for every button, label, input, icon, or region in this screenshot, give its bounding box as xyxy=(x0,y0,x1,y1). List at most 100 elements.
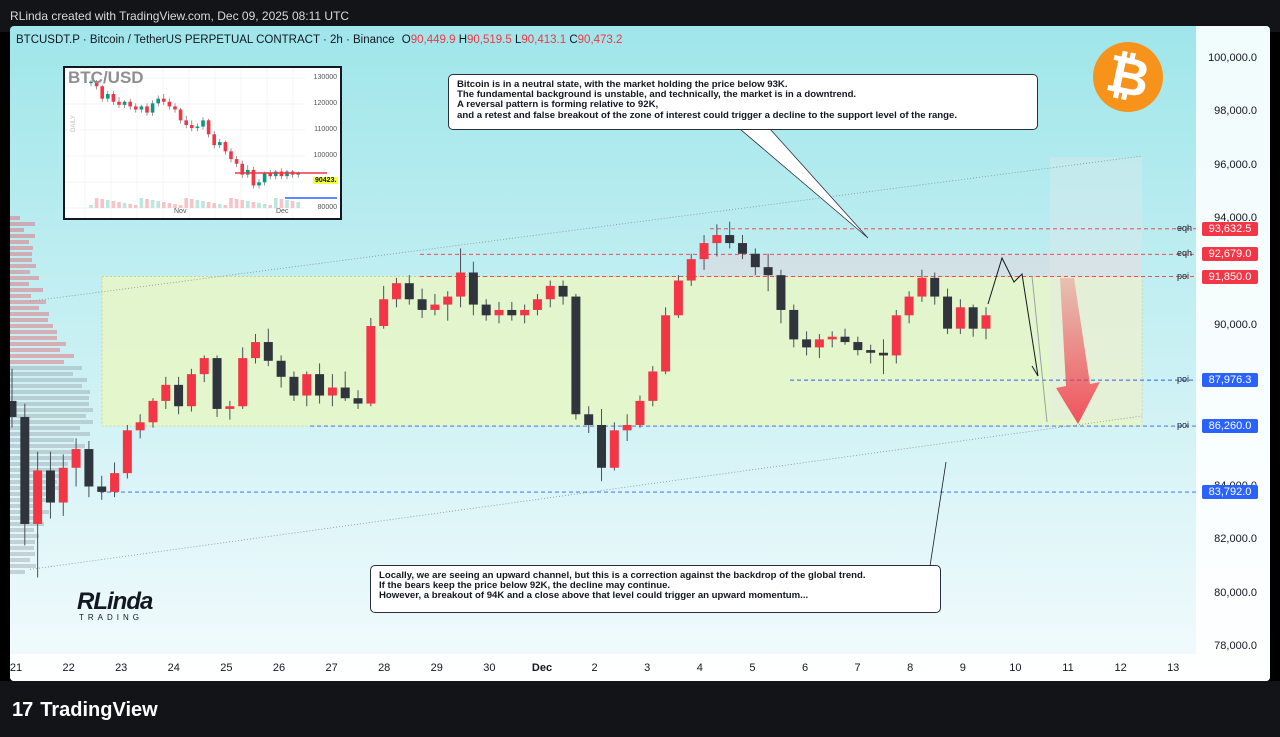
volume-profile-bar xyxy=(10,342,66,346)
candle-body xyxy=(840,336,850,343)
inset-volume-bar xyxy=(285,200,289,208)
candle-body xyxy=(571,296,581,415)
candle-body xyxy=(251,342,260,359)
y-axis-tick: 96,000.0 xyxy=(1214,158,1257,171)
inset-volume-bar xyxy=(100,199,104,208)
inset-volume-bar xyxy=(279,199,284,208)
channel-upper-line xyxy=(29,155,1143,302)
open-label: O xyxy=(401,34,411,46)
x-axis-tick: Dec xyxy=(531,662,553,674)
time-axis-bg xyxy=(10,654,1196,681)
tradingview-logo: 17 TradingView xyxy=(12,697,158,723)
high-label: H xyxy=(458,34,467,46)
volume-profile-bar xyxy=(10,258,32,262)
x-axis-tick: 26 xyxy=(272,662,286,674)
candle-body xyxy=(430,304,440,310)
x-axis-tick: 3 xyxy=(644,662,651,674)
level-price-label: 93,632.5 xyxy=(1202,221,1258,236)
volume-profile-bar xyxy=(10,426,80,430)
candle-body xyxy=(379,299,389,326)
candle-body xyxy=(225,406,235,409)
candle-body xyxy=(955,307,965,329)
inset-candle-body xyxy=(212,134,216,146)
candle xyxy=(878,339,888,375)
x-axis-tick: 21 xyxy=(10,662,23,674)
volume-profile-bar xyxy=(10,336,57,340)
candle xyxy=(558,280,568,305)
volume-profile-bar xyxy=(10,372,73,376)
candle xyxy=(417,288,427,318)
volume-profile-bar xyxy=(10,216,20,220)
candle xyxy=(840,328,850,345)
volume-profile-bar xyxy=(10,468,67,472)
candle xyxy=(584,406,594,433)
candle-body xyxy=(212,358,222,409)
candle xyxy=(430,293,440,316)
volume-profile-bar xyxy=(10,366,82,370)
inset-ytick: 80000 xyxy=(317,204,337,211)
inset-candle-body xyxy=(145,106,149,113)
candle-body xyxy=(327,387,337,396)
x-axis-tick: 5 xyxy=(749,662,756,674)
candle-body xyxy=(391,283,401,300)
candle-body xyxy=(532,299,542,310)
candle-body xyxy=(635,400,645,425)
volume-profile-bar xyxy=(10,348,60,352)
candle-body xyxy=(161,384,171,401)
volume-profile-bar xyxy=(10,540,35,544)
volume-profile-bar xyxy=(10,432,90,436)
inset-candle-body xyxy=(94,81,99,87)
inset-volume-bar xyxy=(234,199,239,208)
x-axis-tick: 10 xyxy=(1009,662,1022,674)
candle xyxy=(315,363,325,404)
tradingview-mark-icon: 17 xyxy=(12,698,33,721)
candle-body xyxy=(725,235,735,244)
candle-body xyxy=(609,430,619,468)
candle xyxy=(289,371,299,401)
candle-body xyxy=(263,342,273,361)
candle xyxy=(122,424,132,479)
candle xyxy=(443,291,453,321)
candle-body xyxy=(686,259,696,281)
inset-volume-bar xyxy=(201,201,205,208)
inset-candle-body xyxy=(279,171,284,177)
candle xyxy=(930,272,940,305)
inset-side-label: DAILY xyxy=(71,115,77,132)
candle-body xyxy=(468,272,478,305)
candle xyxy=(532,293,542,316)
volume-profile-bar xyxy=(10,390,90,394)
symbol-title: BTCUSDT.P · Bitcoin / TetherUS PERPETUAL… xyxy=(16,34,395,46)
inset-candle-body xyxy=(167,101,172,107)
candle-body xyxy=(789,309,799,340)
candle xyxy=(186,368,196,412)
candle-body xyxy=(20,416,30,524)
inset-volume-bar xyxy=(162,202,166,208)
rlinda-logo: RLinda TRADING xyxy=(77,588,153,622)
candle xyxy=(238,347,248,409)
candle xyxy=(661,307,671,375)
inset-candle-body xyxy=(173,106,177,110)
candle xyxy=(327,374,337,407)
inset-candle-body xyxy=(285,171,289,177)
candle-body xyxy=(943,296,953,329)
inset-volume-bar xyxy=(134,205,138,208)
volume-profile-bar xyxy=(10,270,30,274)
candle xyxy=(943,288,953,335)
chart-area[interactable]: BTCUSDT.P · Bitcoin / TetherUS PERPETUAL… xyxy=(10,26,1270,681)
level-tag: eqh xyxy=(1177,248,1193,259)
projection-path xyxy=(987,256,1039,377)
inset-volume-bar xyxy=(173,204,177,208)
candle xyxy=(750,248,760,276)
x-axis-tick: 25 xyxy=(220,662,233,674)
close-value: 90,473.2 xyxy=(577,34,623,46)
inset-volume-bar xyxy=(218,204,222,208)
candle xyxy=(904,291,914,324)
candle xyxy=(520,304,530,324)
brand-sub: TRADING xyxy=(79,613,143,622)
volume-profile-bar xyxy=(10,360,64,364)
candle xyxy=(494,301,504,324)
inset-candle-body xyxy=(240,163,244,175)
candle-body xyxy=(33,470,43,524)
inset-volume-bar xyxy=(257,203,261,208)
inset-volume-bar xyxy=(274,198,278,208)
